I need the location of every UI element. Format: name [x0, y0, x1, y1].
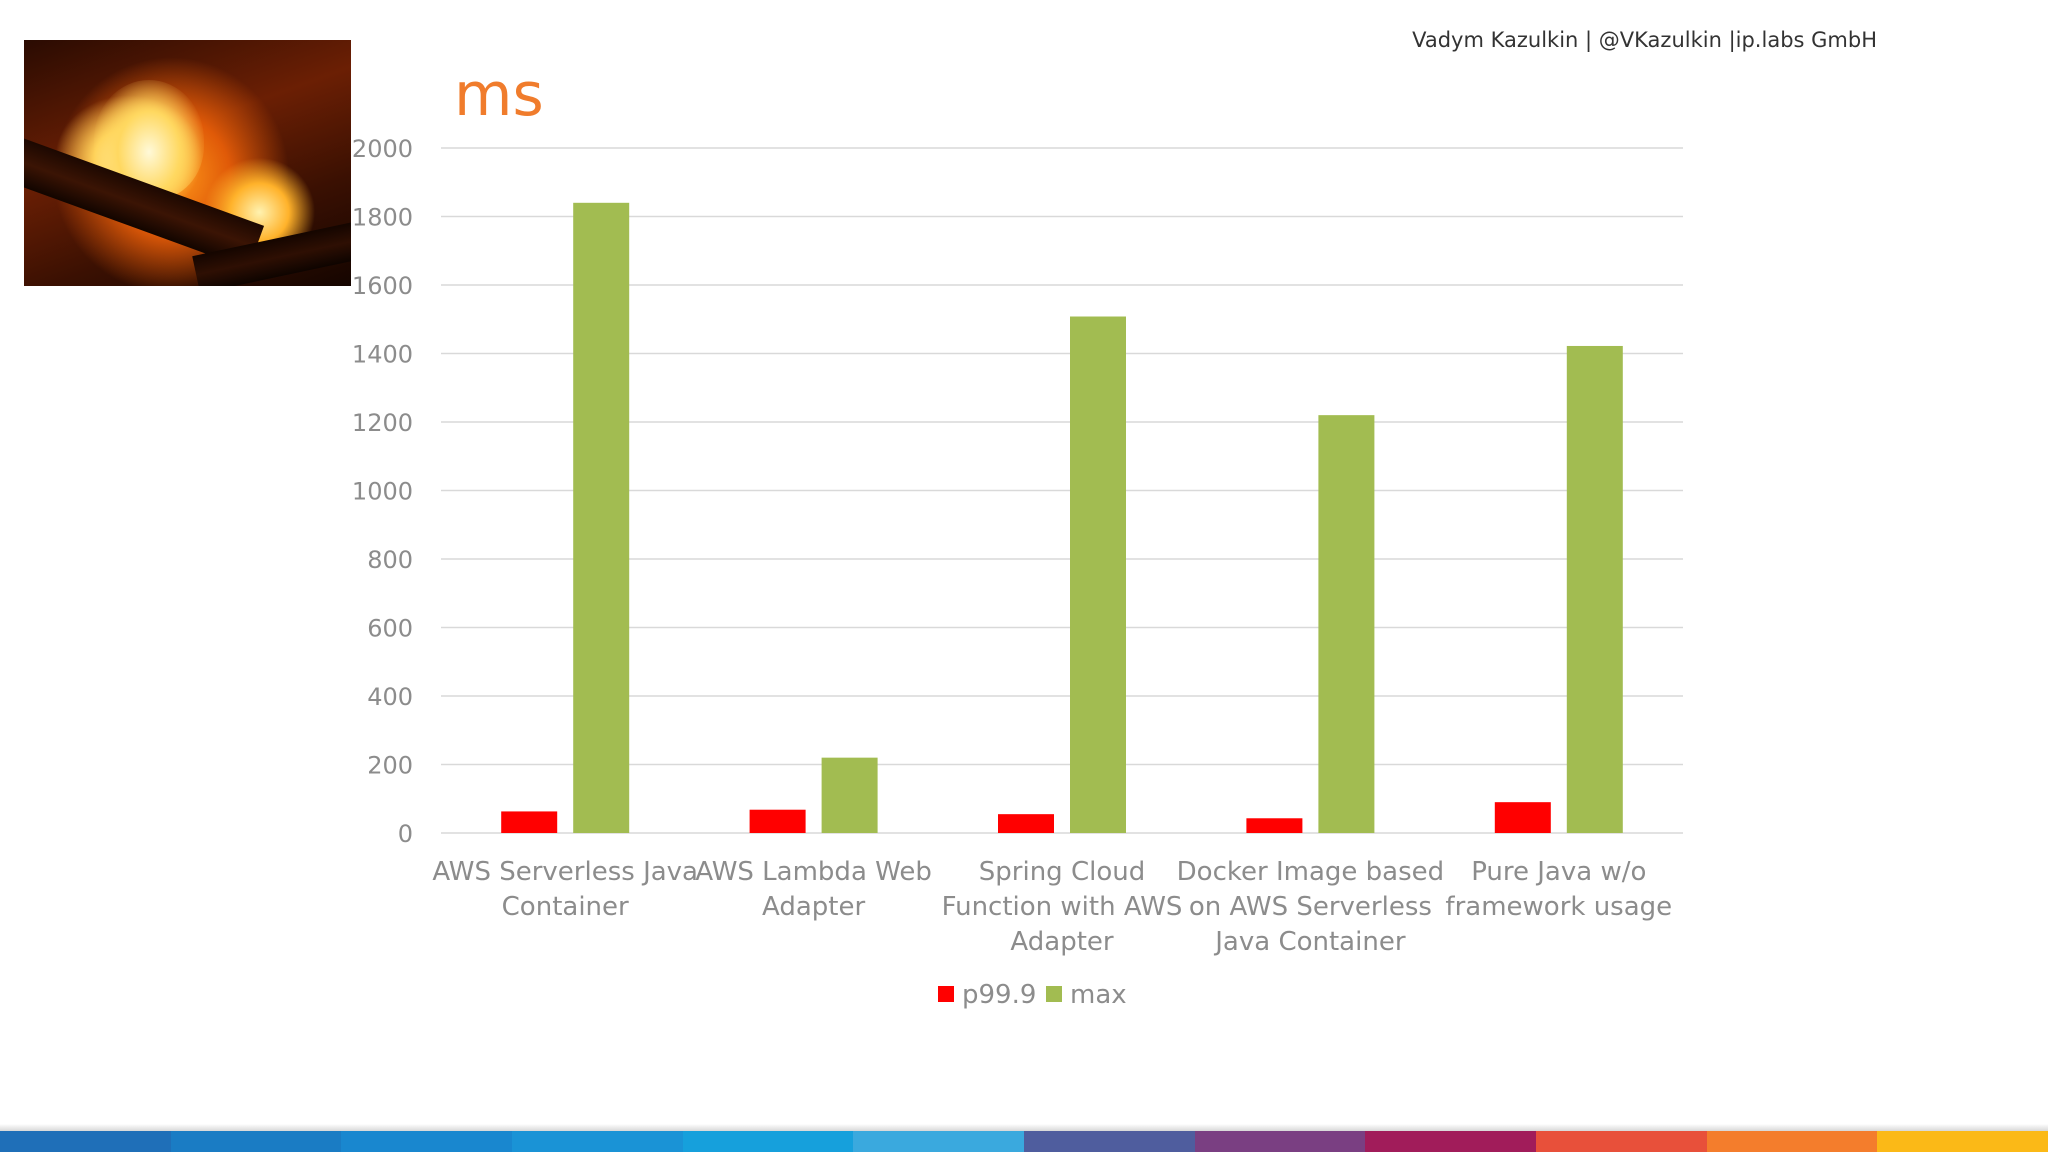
footer-stripe-segment: [1706, 1131, 1878, 1152]
footer-stripe-segment: [1194, 1131, 1366, 1152]
footer-stripe-segment: [1877, 1131, 2048, 1152]
y-tick-label: 600: [367, 615, 413, 643]
bar-max-5: [1566, 345, 1623, 833]
y-tick-label: 2000: [352, 135, 413, 163]
x-category-label: Docker Image based on AWS Serverless Java …: [1177, 857, 1444, 957]
x-category-label-line: AWS Lambda Web: [695, 857, 931, 887]
y-tick-label: 800: [367, 546, 413, 574]
footer-stripe-segment: [682, 1131, 854, 1152]
y-tick-label: 1600: [352, 272, 413, 300]
chart-legend: p99.9 max: [938, 980, 1127, 1010]
bar-p999-1: [501, 811, 558, 833]
x-category-label: AWS Serverless Java Container: [432, 857, 698, 922]
x-category-label-line: Pure Java w/o: [1471, 857, 1646, 887]
footer-stripe-segment: [1024, 1131, 1195, 1152]
y-tick-label: 200: [367, 752, 413, 780]
chart-gridlines: [441, 147, 1683, 834]
footer-stripe-segment: [0, 1131, 171, 1152]
bar-p999-5: [1494, 802, 1551, 833]
footer-stripe-segment: [1365, 1131, 1537, 1152]
footer-stripe-segment: [853, 1131, 1025, 1152]
chart-title: ms: [454, 60, 544, 130]
y-tick-label: 400: [367, 683, 413, 711]
legend-label: p99.9: [962, 980, 1036, 1010]
chart-bars: [501, 202, 1623, 834]
bar-max-4: [1318, 415, 1375, 833]
x-category-label-line: on AWS Serverless: [1189, 892, 1432, 922]
x-category-label-line: Adapter: [762, 892, 865, 922]
y-tick-label: 1200: [352, 409, 413, 437]
bar-chart: 0 200 400 600 800 1000 1200 1400 1600 1800 2000 AW…: [352, 135, 1683, 1010]
y-tick-label: 1400: [352, 341, 413, 369]
author-credit: Vadym Kazulkin | @VKazulkin |ip.labs Gmb…: [1412, 28, 1877, 52]
legend-label: max: [1070, 980, 1127, 1010]
x-category-label-line: Adapter: [1010, 927, 1113, 957]
bar-max-2: [821, 757, 878, 833]
x-category-label-line: Spring Cloud: [979, 857, 1145, 887]
bar-max-1: [573, 202, 630, 834]
x-category-label: AWS Lambda Web Adapter: [695, 857, 931, 922]
y-tick-label: 1000: [352, 478, 413, 506]
x-category-label: Pure Java w/o framework usage: [1445, 857, 1672, 922]
footer-color-stripe: [0, 1131, 2048, 1152]
footer-stripe-segment: [170, 1131, 342, 1152]
fire-photo: [24, 40, 351, 286]
legend-swatch-max: [1046, 986, 1062, 1002]
x-category-label-line: Container: [502, 892, 629, 922]
x-category-label: Spring Cloud Function with AWS Adapter: [942, 857, 1183, 957]
footer-stripe-segment: [341, 1131, 513, 1152]
footer-stripe-segment: [512, 1131, 683, 1152]
x-category-label-line: AWS Serverless Java: [432, 857, 698, 887]
y-tick-label: 1800: [352, 204, 413, 232]
bar-p999-4: [1246, 818, 1303, 833]
x-axis-labels: AWS Serverless Java Container AWS Lambda W…: [432, 857, 1672, 957]
bar-max-3: [1070, 316, 1126, 833]
bar-p999-2: [749, 809, 806, 833]
y-axis-ticks: 0 200 400 600 800 1000 1200 1400 1600 1800 2000: [352, 135, 413, 848]
x-category-label-line: framework usage: [1445, 892, 1672, 922]
x-category-label-line: Docker Image based: [1177, 857, 1444, 887]
footer-shadow: [0, 1124, 2048, 1132]
footer-stripe-segment: [1536, 1131, 1707, 1152]
legend-swatch-p999: [938, 986, 954, 1002]
x-category-label-line: Function with AWS: [942, 892, 1183, 922]
x-category-label-line: Java Container: [1213, 927, 1406, 957]
bar-p999-3: [998, 814, 1054, 833]
y-tick-label: 0: [398, 820, 413, 848]
